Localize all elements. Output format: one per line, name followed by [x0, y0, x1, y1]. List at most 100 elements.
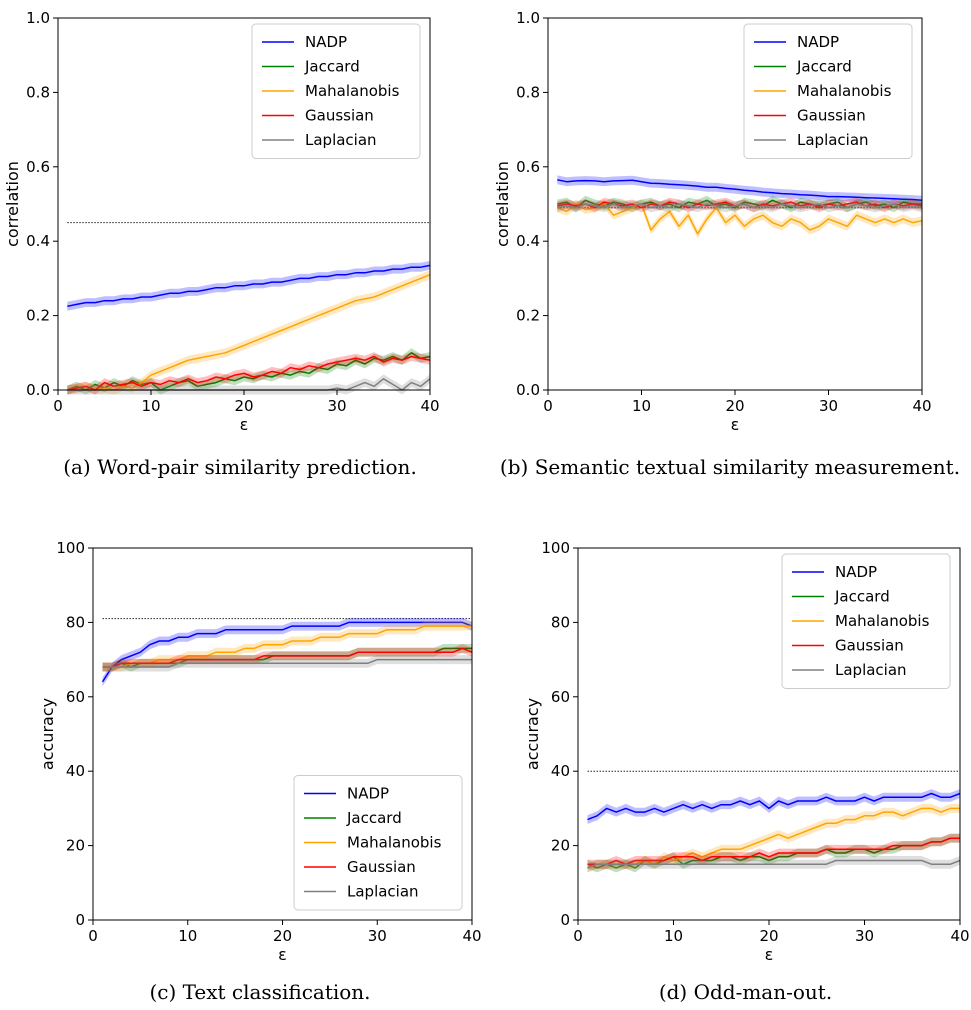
legend-label-mahalanobis: Mahalanobis	[347, 834, 442, 852]
x-tick-label: 40	[912, 397, 931, 415]
chart-svg-d: 0 10 20 30 40 0 20 40 60 80 100 ε accuracy NADP Jaccar…	[523, 539, 970, 964]
series-line-nadp	[101, 621, 473, 683]
band-jaccard	[557, 195, 922, 213]
x-tick-label: 40	[950, 927, 969, 945]
legend-label-gaussian: Gaussian	[305, 107, 374, 125]
series-line-nadp	[557, 179, 923, 202]
band-gaussian	[587, 833, 960, 869]
chart-svg-c: 0 10 20 30 40 0 20 40 60 80 100 ε accuracy NADP Jaccar…	[38, 539, 482, 964]
series-line-nadp	[67, 264, 431, 308]
band-gaussian	[102, 644, 472, 672]
y-axis-label: correlation	[493, 161, 512, 247]
y-tick-label: 0.0	[26, 381, 50, 399]
y-tick-label: 60	[551, 688, 570, 706]
y-tick-label: 0.6	[26, 158, 50, 176]
series-line-gaussian	[587, 837, 960, 865]
y-tick-label: 0	[75, 911, 85, 929]
x-tick-label: 0	[88, 927, 98, 945]
caption-b: (b) Semantic textual similarity measurem…	[499, 455, 961, 479]
series-line-nadp	[587, 792, 961, 821]
x-tick-label: 40	[420, 397, 439, 415]
y-tick-label: 60	[66, 688, 85, 706]
y-tick-label: 0.0	[516, 381, 540, 399]
band-laplacian	[557, 199, 922, 213]
x-axis-label: ε	[278, 945, 287, 964]
legend-label-laplacian: Laplacian	[835, 661, 907, 679]
x-tick-label: 10	[632, 397, 651, 415]
x-tick-label: 10	[664, 927, 683, 945]
legend-label-laplacian: Laplacian	[305, 131, 377, 149]
x-tick-label: 10	[178, 927, 197, 945]
y-tick-label: 1.0	[26, 9, 50, 27]
series-line-laplacian	[102, 658, 472, 668]
y-tick-label: 1.0	[516, 9, 540, 27]
legend-label-jaccard: Jaccard	[834, 588, 890, 606]
legend-label-mahalanobis: Mahalanobis	[835, 612, 930, 630]
y-tick-label: 100	[541, 539, 570, 557]
x-tick-label: 30	[368, 927, 387, 945]
band-mahalanobis	[557, 199, 922, 239]
legend-box	[743, 23, 913, 159]
x-axis-label: ε	[765, 945, 774, 964]
caption-d: (d) Odd-man-out.	[658, 980, 833, 1004]
y-tick-label: 0.4	[26, 232, 50, 250]
x-tick-label: 20	[273, 927, 292, 945]
x-tick-label: 0	[543, 397, 553, 415]
y-tick-label: 100	[56, 539, 85, 557]
caption-a: (a) Word-pair similarity prediction.	[63, 455, 417, 479]
legend-box	[781, 553, 951, 689]
chart-panel-d: 0 10 20 30 40 0 20 40 60 80 100 ε accuracy NADP Jaccar…	[520, 530, 971, 970]
band-jaccard	[102, 644, 472, 672]
y-tick-label: 0.8	[26, 83, 50, 101]
y-tick-label: 20	[66, 837, 85, 855]
legend-label-nadp: NADP	[347, 785, 389, 803]
legend-label-nadp: NADP	[305, 33, 347, 51]
legend-label-nadp: NADP	[835, 563, 877, 581]
legend-label-gaussian: Gaussian	[835, 637, 904, 655]
y-tick-label: 20	[551, 837, 570, 855]
series-line-laplacian	[557, 203, 923, 209]
x-axis-label: ε	[731, 415, 740, 434]
series-line-gaussian	[67, 355, 431, 391]
legend-label-gaussian: Gaussian	[797, 107, 866, 125]
legend-label-gaussian: Gaussian	[347, 858, 416, 876]
series-line-gaussian	[102, 647, 473, 668]
legend-box	[293, 775, 463, 911]
x-axis-label: ε	[240, 415, 249, 434]
legend-label-nadp: NADP	[797, 33, 839, 51]
chart-svg-a: 0 10 20 30 40 0.0 0.2 0.4 0.6 0.8 1.0 ε correlation N…	[3, 9, 440, 434]
legend: NADP Jaccard Mahalanobis Gaussian Laplacian	[251, 23, 421, 159]
series-line-mahalanobis	[102, 625, 472, 668]
band-nadp	[67, 260, 431, 311]
x-tick-label: 30	[327, 397, 346, 415]
legend-label-mahalanobis: Mahalanobis	[797, 82, 892, 100]
y-axis-label: accuracy	[523, 698, 542, 770]
y-tick-label: 0.2	[26, 307, 50, 325]
y-axis-label: correlation	[3, 161, 22, 247]
series-line-mahalanobis	[557, 203, 923, 235]
y-tick-label: 0.4	[516, 232, 540, 250]
y-tick-label: 40	[66, 762, 85, 780]
band-mahalanobis	[587, 803, 960, 873]
legend: NADP Jaccard Mahalanobis Gaussian Laplacian	[743, 23, 913, 159]
series-line-laplacian	[587, 859, 961, 869]
legend-label-laplacian: Laplacian	[797, 131, 869, 149]
x-tick-label: 10	[141, 397, 160, 415]
x-tick-label: 0	[573, 927, 583, 945]
x-tick-label: 0	[53, 397, 63, 415]
chart-panel-b: 0 10 20 30 40 0.0 0.2 0.4 0.6 0.8 1.0 ε correlation N…	[490, 0, 950, 440]
y-tick-label: 40	[551, 762, 570, 780]
legend: NADP Jaccard Mahalanobis Gaussian Laplacian	[293, 775, 463, 911]
y-tick-label: 80	[66, 613, 85, 631]
y-tick-label: 0.2	[516, 307, 540, 325]
legend-label-laplacian: Laplacian	[347, 883, 419, 901]
y-axis-label: accuracy	[38, 698, 57, 770]
legend: NADP Jaccard Mahalanobis Gaussian Laplacian	[781, 553, 951, 689]
legend-label-jaccard: Jaccard	[304, 58, 360, 76]
series-line-mahalanobis	[587, 807, 960, 869]
y-tick-label: 0.8	[516, 83, 540, 101]
y-tick-label: 0	[560, 911, 570, 929]
caption-c: (c) Text classification.	[149, 980, 371, 1004]
y-tick-label: 80	[551, 613, 570, 631]
x-tick-label: 30	[855, 927, 874, 945]
